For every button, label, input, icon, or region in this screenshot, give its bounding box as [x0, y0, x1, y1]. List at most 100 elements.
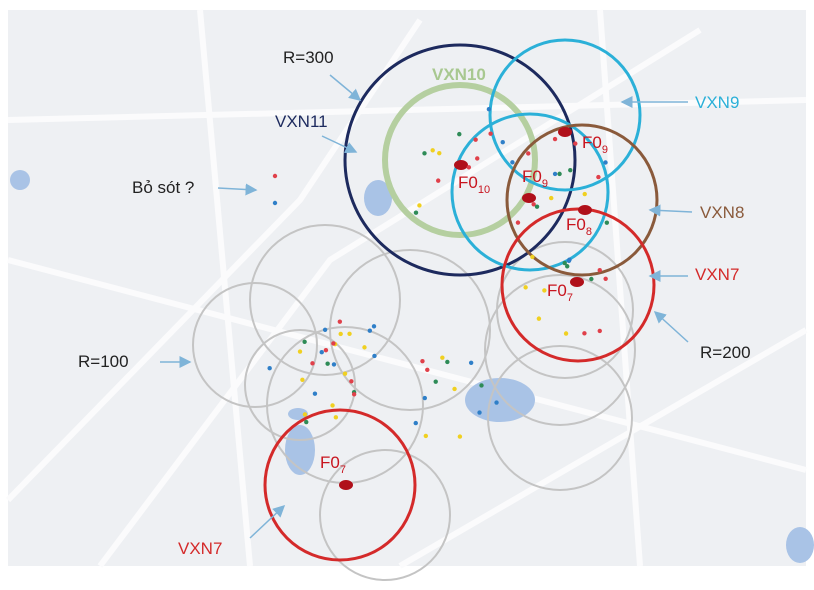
case-dot [501, 140, 505, 144]
case-dot [605, 220, 609, 224]
site-label: VXN11 [275, 112, 328, 131]
case-dot [526, 151, 530, 155]
f0-sub: 9 [602, 144, 608, 156]
f0-text: F0 [566, 215, 586, 234]
case-dot [437, 151, 441, 155]
case-dot [362, 345, 366, 349]
case-dot [523, 285, 527, 289]
case-dot [330, 403, 334, 407]
case-dot [583, 192, 587, 196]
case-dot [582, 331, 586, 335]
case-dot [424, 434, 428, 438]
case-dot [422, 151, 426, 155]
case-dot [434, 379, 438, 383]
case-dot [598, 268, 602, 272]
case-dot [414, 210, 418, 214]
f0-sub: 9 [542, 178, 548, 190]
case-dot [553, 172, 557, 176]
case-dot [516, 220, 520, 224]
case-dot [596, 175, 600, 179]
case-dot [510, 160, 514, 164]
case-dot [310, 361, 314, 365]
f0-sub: 7 [567, 292, 573, 304]
f0-text: F0 [320, 453, 340, 472]
case-dot [475, 156, 479, 160]
case-dot [304, 420, 308, 424]
case-dot [347, 332, 351, 336]
case-dot [473, 137, 477, 141]
case-dot [553, 137, 557, 141]
radius-label: R=100 [78, 352, 129, 371]
case-dot [300, 378, 304, 382]
map-figure: R=300 VXN10 VXN9 VXN11 Bỏ sót ? VXN8 VXN… [0, 0, 814, 585]
case-dot [467, 165, 471, 169]
case-dot [568, 168, 572, 172]
case-dot [589, 277, 593, 281]
case-dot [323, 328, 327, 332]
case-dot [573, 141, 577, 145]
case-dot [343, 371, 347, 375]
site-label: VXN8 [700, 203, 744, 222]
radius-label: R=300 [283, 48, 334, 67]
case-dot [338, 319, 342, 323]
case-dot [457, 132, 461, 136]
case-dot [303, 412, 307, 416]
case-dot [445, 360, 449, 364]
case-dot [417, 203, 421, 207]
case-dot [324, 348, 328, 352]
site-label: VXN9 [695, 93, 739, 112]
case-dot [458, 434, 462, 438]
missed-label: Bỏ sót ? [132, 178, 194, 197]
case-dot [414, 421, 418, 425]
case-dot [598, 329, 602, 333]
case-dot [372, 354, 376, 358]
f0-marker [454, 160, 468, 170]
case-dot [537, 316, 541, 320]
case-dot [477, 410, 481, 414]
case-dot [487, 107, 491, 111]
f0-text: F0 [522, 167, 542, 186]
case-dot [302, 340, 306, 344]
site-label: VXN7 [178, 539, 222, 558]
case-dot [436, 178, 440, 182]
case-dot [325, 362, 329, 366]
case-dot [557, 172, 561, 176]
case-dot [430, 148, 434, 152]
case-dot [298, 349, 302, 353]
case-dot [494, 400, 498, 404]
case-dot [565, 264, 569, 268]
case-dot [530, 255, 534, 259]
radius-label: R=200 [700, 343, 751, 362]
case-dot [535, 204, 539, 208]
case-dot [334, 415, 338, 419]
case-dot [469, 361, 473, 365]
f0-text: F0 [582, 133, 602, 152]
case-dot [564, 331, 568, 335]
f0-marker [570, 277, 584, 287]
f0-text: F0 [547, 281, 567, 300]
f0-sub: 7 [340, 464, 346, 476]
case-dot [452, 387, 456, 391]
f0-marker [522, 193, 536, 203]
case-dot [313, 392, 317, 396]
case-dot [273, 174, 277, 178]
case-dot [420, 359, 424, 363]
case-dot [423, 396, 427, 400]
case-dot [567, 259, 571, 263]
case-dot [603, 160, 607, 164]
case-dot [425, 368, 429, 372]
case-dot [332, 362, 336, 366]
case-dot [273, 201, 277, 205]
case-dot [542, 288, 546, 292]
case-dot [368, 329, 372, 333]
site-label: VXN10 [432, 65, 486, 84]
case-dot [488, 131, 492, 135]
map-background [8, 10, 814, 566]
case-dot [339, 332, 343, 336]
f0-marker [339, 480, 353, 490]
f0-sub: 8 [586, 226, 592, 238]
f0-text: F0 [458, 173, 478, 192]
f0-marker [558, 127, 572, 137]
case-dot [372, 324, 376, 328]
case-dot [479, 383, 483, 387]
